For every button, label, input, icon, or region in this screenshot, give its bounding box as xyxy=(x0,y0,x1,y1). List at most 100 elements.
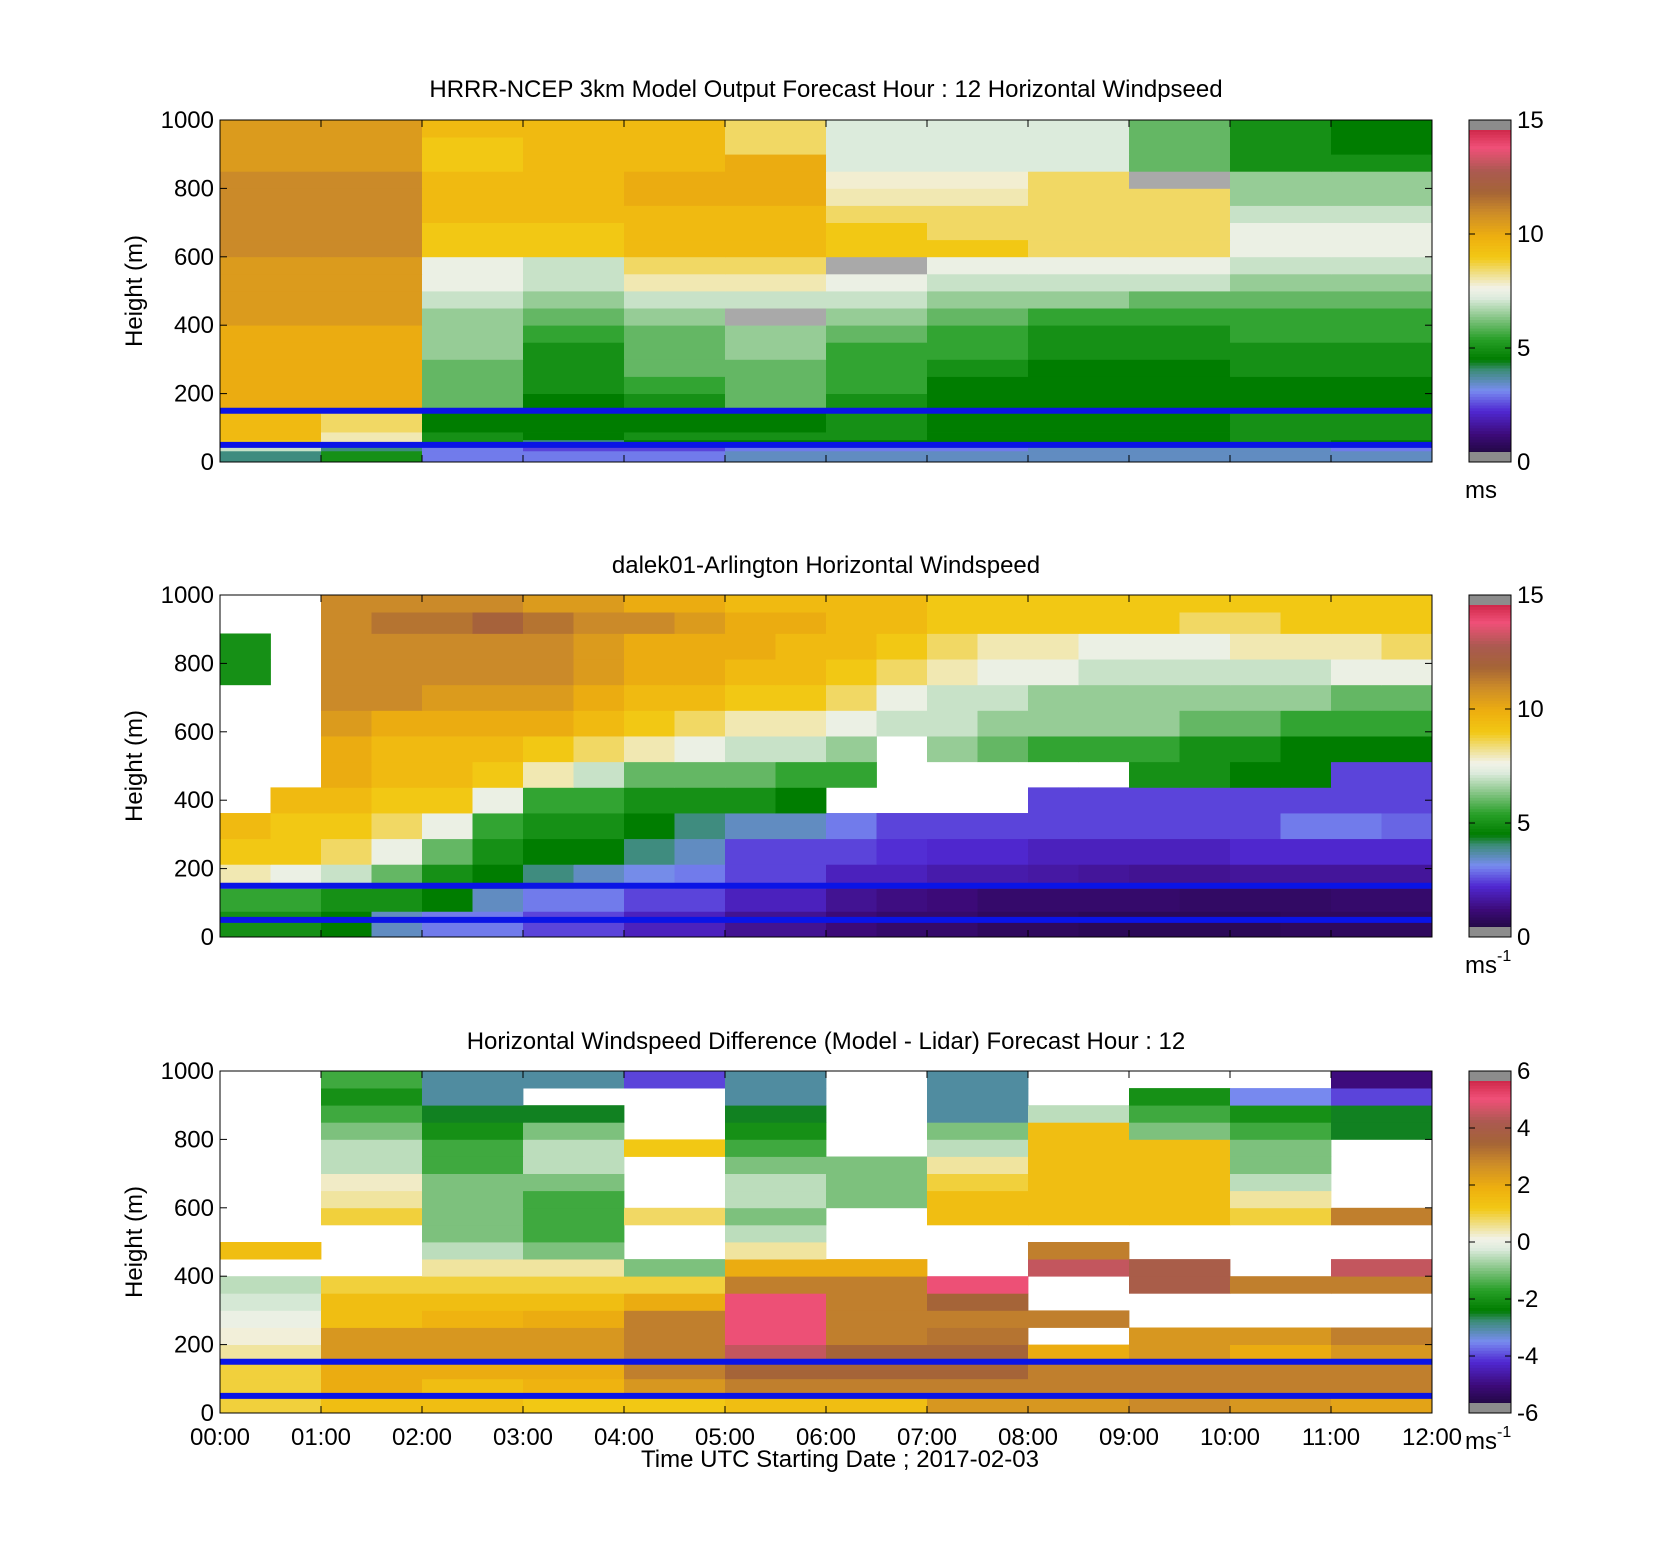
heatmap-cell xyxy=(220,256,322,275)
heatmap-cell xyxy=(573,710,625,737)
colorbar-segment xyxy=(1469,603,1511,607)
heatmap-cell xyxy=(1230,1327,1332,1345)
heatmap-cell xyxy=(523,1071,625,1089)
heatmap-cell xyxy=(775,736,827,763)
heatmap-cell xyxy=(725,1242,827,1260)
colorbar-segment xyxy=(1469,316,1511,320)
heatmap-cell xyxy=(927,188,1029,206)
colorbar: 0 5 10 15 ms xyxy=(1465,107,1544,504)
heatmap-cell xyxy=(1078,736,1130,763)
colorbar-segment xyxy=(1469,131,1511,135)
heatmap-cell xyxy=(1078,838,1130,865)
heatmap-cell xyxy=(422,1122,524,1140)
heatmap-cell xyxy=(321,633,372,660)
heatmap-cell xyxy=(472,710,524,737)
heatmap-cell xyxy=(1331,222,1433,241)
heatmap-cell xyxy=(725,1395,827,1414)
heatmap-cell xyxy=(1230,710,1281,737)
heatmap-cell xyxy=(1129,308,1231,326)
colorbar-segment xyxy=(1469,1088,1511,1092)
heatmap-cell xyxy=(1230,171,1332,189)
heatmap-cell xyxy=(624,633,675,660)
heatmap-cell xyxy=(826,256,928,275)
heatmap-cell xyxy=(1331,1088,1433,1106)
colorbar-segment xyxy=(1469,174,1511,178)
colorbar-segment xyxy=(1469,657,1511,662)
colorbar-segment xyxy=(1469,1276,1511,1280)
colorbar-segment xyxy=(1469,1153,1511,1157)
heatmap-cell xyxy=(927,239,1029,258)
heatmap-cell xyxy=(321,1071,423,1089)
colorbar-segment xyxy=(1469,803,1511,807)
heatmap-cell xyxy=(826,1190,928,1209)
heatmap-cell xyxy=(270,813,322,840)
colorbar-segment xyxy=(1469,882,1511,887)
y-axis-label: Height (m) xyxy=(121,1186,148,1298)
heatmap-cell xyxy=(927,633,978,660)
colorbar-segment xyxy=(1469,1102,1511,1106)
colorbar-segment xyxy=(1469,1341,1511,1346)
colorbar-segment xyxy=(1469,345,1511,349)
heatmap-cell xyxy=(1028,1173,1130,1192)
heatmap-cell xyxy=(220,445,322,452)
colorbar-segment xyxy=(1469,717,1511,721)
heatmap-cell xyxy=(927,120,1029,138)
colorbar-segment xyxy=(1469,922,1511,927)
heatmap-cell xyxy=(826,1293,928,1311)
heatmap-cell xyxy=(220,1293,322,1311)
heatmap-cell xyxy=(826,1259,928,1277)
y-tick-label: 0 xyxy=(201,924,214,951)
heatmap-cell xyxy=(826,813,877,840)
colorbar-segment xyxy=(1469,1222,1511,1226)
heatmap-cell xyxy=(1230,137,1332,155)
colorbar-segment xyxy=(1469,1190,1511,1195)
colorbar-segment xyxy=(1469,1259,1511,1263)
colorbar-segment xyxy=(1469,842,1511,847)
colorbar-segment xyxy=(1469,216,1511,221)
colorbar-segment xyxy=(1469,726,1511,730)
colorbar-segment xyxy=(1469,1233,1511,1237)
heatmap-cell xyxy=(1230,911,1281,938)
colorbar-segment xyxy=(1469,734,1511,738)
colorbar-segment xyxy=(1469,620,1511,624)
heatmap-cell xyxy=(1230,761,1281,788)
colorbar-segment xyxy=(1469,148,1511,152)
colorbar-segment xyxy=(1469,1273,1511,1277)
heatmap-cell xyxy=(1129,359,1231,377)
colorbar-segment xyxy=(1469,291,1511,295)
heatmap-cell xyxy=(725,1190,827,1209)
colorbar-segment xyxy=(1469,1264,1511,1269)
colorbar-tick-label: 4 xyxy=(1517,1115,1530,1142)
heatmap-cell xyxy=(523,376,625,394)
heatmap-cell xyxy=(1331,450,1433,463)
y-tick-label: 200 xyxy=(174,856,214,883)
heatmap-cell xyxy=(472,838,524,865)
heatmap-cell xyxy=(523,137,625,155)
colorbar-segment xyxy=(1469,1130,1511,1135)
heatmap-cell xyxy=(523,1156,625,1174)
heatmap-cell xyxy=(1331,888,1382,912)
colorbar-segment xyxy=(1469,800,1511,804)
heatmap-cell xyxy=(523,256,625,275)
x-tick-label: 11:00 xyxy=(1302,1424,1360,1451)
colorbar-segment xyxy=(1469,208,1511,212)
heatmap-cell xyxy=(422,813,473,840)
x-tick-label: 03:00 xyxy=(493,1424,553,1451)
colorbar-segment xyxy=(1469,1162,1511,1166)
heatmap-cell xyxy=(1331,684,1382,711)
heatmap-cell xyxy=(826,736,877,763)
heatmap-cell xyxy=(321,342,423,360)
colorbar-segment xyxy=(1469,885,1511,890)
heatmap-cell xyxy=(321,595,372,613)
heatmap-cell xyxy=(472,595,524,613)
colorbar-segment xyxy=(1469,674,1511,679)
colorbar-segment xyxy=(1469,1373,1511,1377)
colorbar-segment xyxy=(1469,691,1511,696)
heatmap-cell xyxy=(624,1139,726,1157)
panel-title: HRRR-NCEP 3km Model Output Forecast Hour… xyxy=(429,76,1222,103)
heatmap-cell xyxy=(220,222,322,241)
heatmap-cell xyxy=(1028,376,1130,394)
colorbar-segment xyxy=(1469,191,1511,195)
heatmap-cell xyxy=(422,154,524,172)
heatmap-cell xyxy=(422,410,524,424)
